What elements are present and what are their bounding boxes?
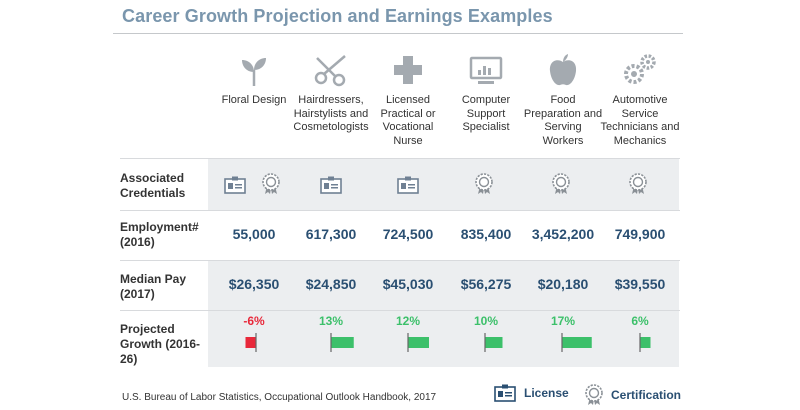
occupation-label: Hairdressers, Hairstylists and Cosmetolo… (293, 94, 369, 133)
growth-label: 13% (318, 314, 344, 328)
occupation-label: Food Preparation and Serving Workers (523, 94, 603, 147)
growth-label: 6% (631, 314, 649, 328)
license-icon (224, 176, 246, 199)
median-pay-value: $20,180 (537, 276, 589, 292)
apple-icon (543, 50, 583, 90)
growth-band (208, 310, 679, 367)
employment-value: 3,452,200 (531, 226, 595, 242)
row-divider (120, 210, 680, 211)
median-pay-value: $45,030 (382, 276, 434, 292)
computer-monitor-icon (466, 50, 506, 90)
row-divider (120, 158, 680, 159)
scissors-icon (311, 50, 351, 90)
row-label-employment: Employment# (2016) (120, 220, 199, 249)
certification-icon (629, 173, 647, 200)
employment-value: 617,300 (305, 226, 357, 242)
legend-license: License (494, 384, 569, 402)
growth-label: -6% (243, 314, 265, 328)
title-divider (113, 33, 683, 34)
pay-band (208, 260, 679, 310)
chart-title: Career Growth Projection and Earnings Ex… (122, 6, 553, 26)
license-icon (494, 384, 516, 402)
certification-icon (585, 384, 603, 405)
row-label-growth: Projected Growth (2016-26) (120, 322, 201, 366)
row-divider (120, 260, 680, 261)
occupation-label: Computer Support Specialist (461, 94, 511, 133)
median-pay-value: $56,275 (460, 276, 512, 292)
medical-cross-icon (388, 50, 428, 90)
legend-license-label: License (524, 386, 569, 400)
certification-icon (262, 173, 280, 200)
license-icon (320, 176, 342, 199)
median-pay-value: $39,550 (614, 276, 666, 292)
median-pay-value: $26,350 (228, 276, 280, 292)
employment-value: 749,900 (614, 226, 666, 242)
gears-icon (620, 50, 660, 90)
certification-icon (475, 173, 493, 200)
row-label-pay: Median Pay (2017) (120, 272, 187, 301)
legend-certification: Certification (585, 384, 681, 406)
occupation-label: Floral Design (221, 94, 287, 106)
employment-value: 835,400 (460, 226, 512, 242)
source-footnote: U.S. Bureau of Labor Statistics, Occupat… (122, 392, 437, 403)
median-pay-value: $24,850 (305, 276, 357, 292)
row-label-credentials: Associated Credentials (120, 171, 186, 200)
growth-label: 12% (395, 314, 421, 328)
occupation-label: Automotive Service Technicians and Mecha… (600, 94, 680, 147)
growth-label: 10% (473, 314, 499, 328)
employment-value: 724,500 (382, 226, 434, 242)
legend-certification-label: Certification (611, 388, 682, 402)
row-divider (120, 310, 680, 311)
employment-value: 55,000 (232, 226, 276, 242)
credentials-band (208, 158, 679, 210)
growth-label: 17% (550, 314, 576, 328)
plant-sprout-icon (234, 50, 274, 90)
certification-icon (552, 173, 570, 200)
occupation-label: Licensed Practical or Vocational Nurse (380, 94, 436, 147)
license-icon (397, 176, 419, 199)
